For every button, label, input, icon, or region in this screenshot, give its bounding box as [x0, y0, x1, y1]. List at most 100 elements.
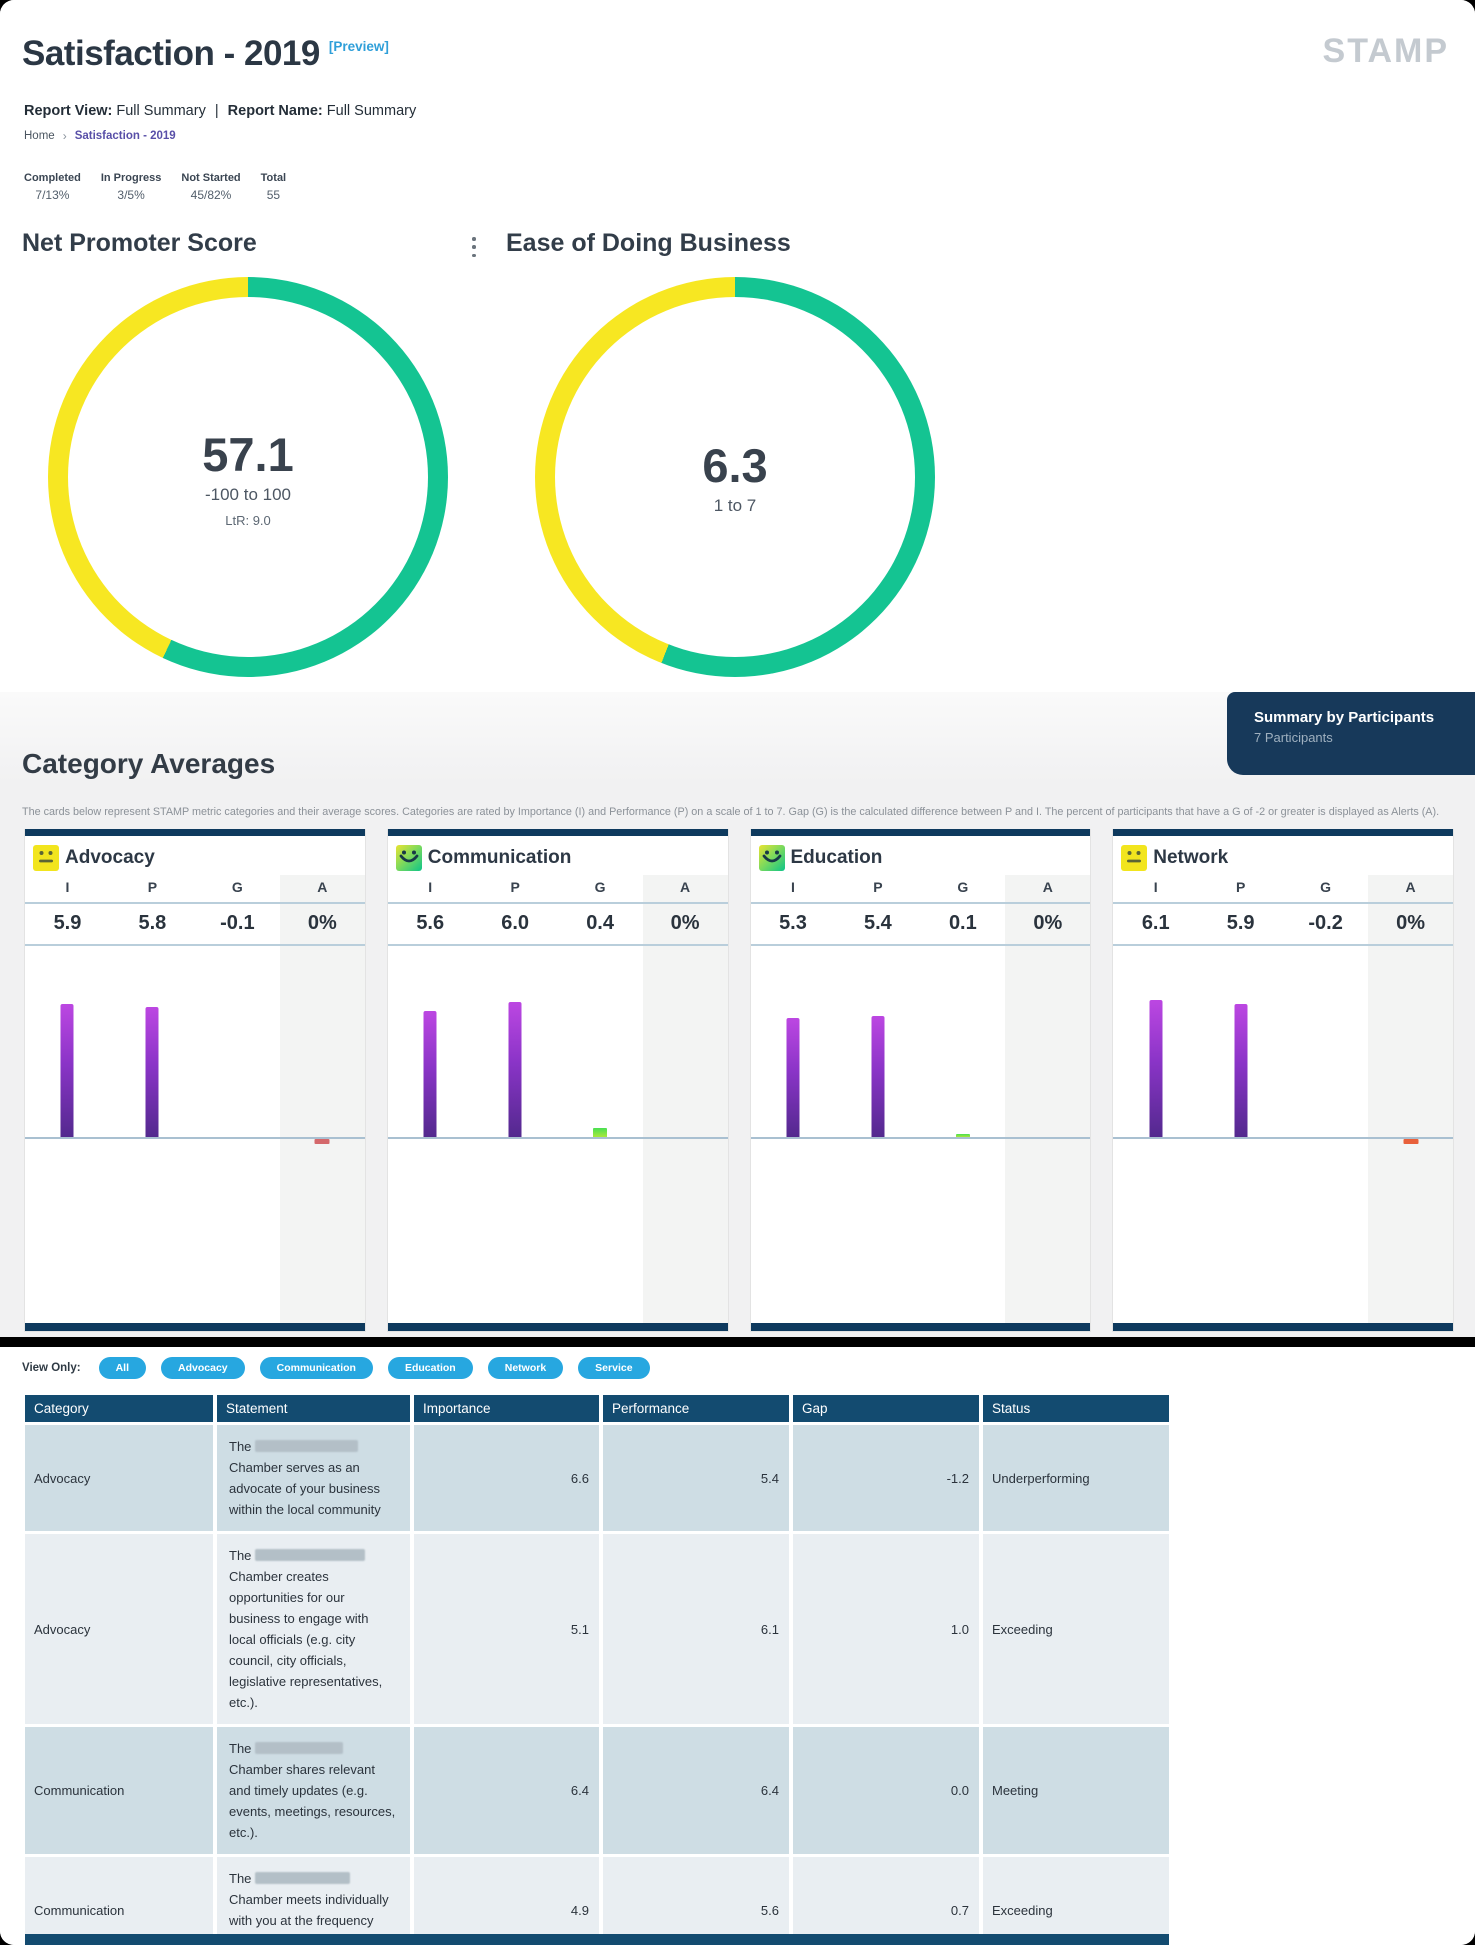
breadcrumb-home-link[interactable]: Home	[24, 130, 55, 142]
preview-link[interactable]: [Preview]	[328, 39, 389, 54]
card-top-bar	[387, 829, 728, 836]
col-header-importance: I	[791, 879, 795, 895]
stamp-logo: STAMP	[1322, 32, 1449, 70]
th-status[interactable]: Status	[983, 1395, 1169, 1422]
alerts-value: 0%	[670, 912, 700, 934]
gap-value: -0.2	[1308, 912, 1343, 934]
report-view-value: Full Summary	[116, 103, 206, 119]
summary-by-participants-badge[interactable]: Summary by Participants 7 Participants	[1227, 692, 1475, 775]
gap-value: 0.1	[948, 912, 977, 934]
table-row: Advocacy The Chamber serves as an advoca…	[25, 1425, 1169, 1531]
importance-bar	[1149, 999, 1163, 1137]
stat-total: Total 55	[261, 172, 286, 202]
view-only-filters: View Only: All Advocacy Communication Ed…	[22, 1357, 650, 1379]
card-bar-chart	[25, 946, 365, 1144]
eodb-score: 6.3	[702, 439, 768, 492]
positive-gap-bar	[955, 1134, 970, 1137]
completion-stats: Completed 7/13% In Progress 3/5% Not Sta…	[24, 172, 286, 202]
category-card-communication: Communication I P G A 5.6 6.0 0.4 0%	[386, 829, 729, 1332]
kebab-menu-icon[interactable]	[466, 235, 482, 259]
card-top-bar	[25, 829, 365, 836]
col-header-gap: G	[594, 879, 606, 895]
card-values: 5.6 6.0 0.4 0%	[387, 902, 728, 946]
card-values: 5.3 5.4 0.1 0%	[750, 902, 1091, 946]
th-performance[interactable]: Performance	[603, 1395, 789, 1422]
col-header-alerts: A	[1042, 879, 1053, 895]
breadcrumb-current-link[interactable]: Satisfaction - 2019	[74, 130, 176, 142]
alerts-column-stripe	[279, 875, 365, 1323]
performance-bar	[145, 1006, 159, 1137]
cell-gap: 0.7	[793, 1857, 979, 1945]
redacted-text	[255, 1440, 359, 1452]
filter-pill-communication[interactable]: Communication	[259, 1357, 373, 1379]
performance-value: 6.0	[501, 912, 530, 934]
col-header-performance: P	[510, 879, 520, 895]
cell-status: Exceeding	[983, 1857, 1169, 1945]
stat-label: Completed	[24, 172, 81, 184]
card-bar-chart	[387, 946, 728, 1139]
th-category[interactable]: Category	[25, 1395, 213, 1422]
cell-statement: The Chamber serves as an advocate of you…	[217, 1425, 410, 1531]
stat-label: In Progress	[100, 172, 162, 184]
breadcrumb: Home › Satisfaction - 2019	[24, 129, 176, 143]
category-card-network: Network I P G A 6.1 5.9 -0.2 0%	[1112, 829, 1454, 1332]
card-title: Network	[1153, 847, 1229, 868]
stat-label: Not Started	[181, 172, 241, 184]
th-statement[interactable]: Statement	[217, 1395, 410, 1422]
cell-performance: 5.6	[603, 1857, 789, 1945]
importance-value: 5.3	[779, 912, 807, 934]
statement-text: The	[229, 1741, 252, 1756]
cell-status: Exceeding	[983, 1534, 1169, 1724]
alerts-column-stripe	[1005, 875, 1091, 1323]
col-header-alerts: A	[1405, 879, 1416, 895]
cell-category: Advocacy	[25, 1534, 213, 1724]
card-bottom-bar	[25, 1323, 365, 1331]
category-averages-title: Category Averages	[22, 748, 276, 779]
table-footer-bar	[25, 1934, 1169, 1945]
cell-importance: 5.1	[414, 1534, 599, 1724]
card-column-headers: I P G A	[751, 876, 1091, 902]
filter-pill-all[interactable]: All	[98, 1357, 147, 1379]
category-averages-description: The cards below represent STAMP metric c…	[22, 806, 1440, 818]
cell-statement: The Chamber creates opportunities for ou…	[217, 1534, 410, 1724]
statements-table: Category Statement Importance Performanc…	[25, 1395, 1169, 1945]
col-header-performance: P	[873, 879, 883, 895]
importance-value: 5.6	[416, 912, 445, 934]
cell-gap: -1.2	[793, 1425, 979, 1531]
statement-text: Chamber creates opportunities for our bu…	[229, 1569, 383, 1710]
th-importance[interactable]: Importance	[414, 1395, 599, 1422]
th-gap[interactable]: Gap	[793, 1395, 979, 1422]
card-values: 6.1 5.9 -0.2 0%	[1113, 902, 1453, 946]
cell-performance: 6.1	[603, 1534, 789, 1724]
redacted-text	[255, 1872, 351, 1884]
filter-pill-advocacy[interactable]: Advocacy	[161, 1357, 245, 1379]
importance-bar	[786, 1017, 800, 1137]
cell-status: Meeting	[983, 1727, 1169, 1854]
card-title: Education	[790, 847, 883, 868]
section-divider	[0, 1337, 1475, 1347]
card-column-headers: I P G A	[388, 876, 728, 902]
page-title: Satisfaction - 2019 [Preview]	[22, 34, 389, 74]
gap-value: 0.4	[586, 912, 614, 934]
report-meta: Report View: Full Summary | Report Name:…	[24, 103, 416, 119]
col-header-performance: P	[147, 879, 158, 895]
statements-table-section: View Only: All Advocacy Communication Ed…	[0, 1347, 1475, 1945]
cell-importance: 4.9	[414, 1857, 599, 1945]
nps-donut-chart: 57.1 -100 to 100 LtR: 9.0	[48, 277, 448, 677]
view-only-label: View Only:	[22, 1362, 81, 1374]
statement-text: The	[229, 1548, 252, 1563]
filter-pill-service[interactable]: Service	[578, 1357, 650, 1379]
importance-value: 6.1	[1141, 912, 1170, 934]
negative-gap-marker	[1403, 1139, 1419, 1144]
filter-pill-network[interactable]: Network	[487, 1357, 564, 1379]
positive-gap-bar	[593, 1128, 608, 1137]
eodb-section-title: Ease of Doing Business	[506, 229, 791, 257]
performance-value: 5.9	[1226, 912, 1255, 934]
performance-bar	[871, 1015, 885, 1137]
filter-pill-education[interactable]: Education	[387, 1357, 473, 1379]
card-column-headers: I P G A	[1113, 876, 1453, 902]
stat-value: 3/5%	[117, 188, 145, 202]
badge-title: Summary by Participants	[1254, 709, 1435, 726]
card-bottom-bar	[387, 1323, 728, 1331]
